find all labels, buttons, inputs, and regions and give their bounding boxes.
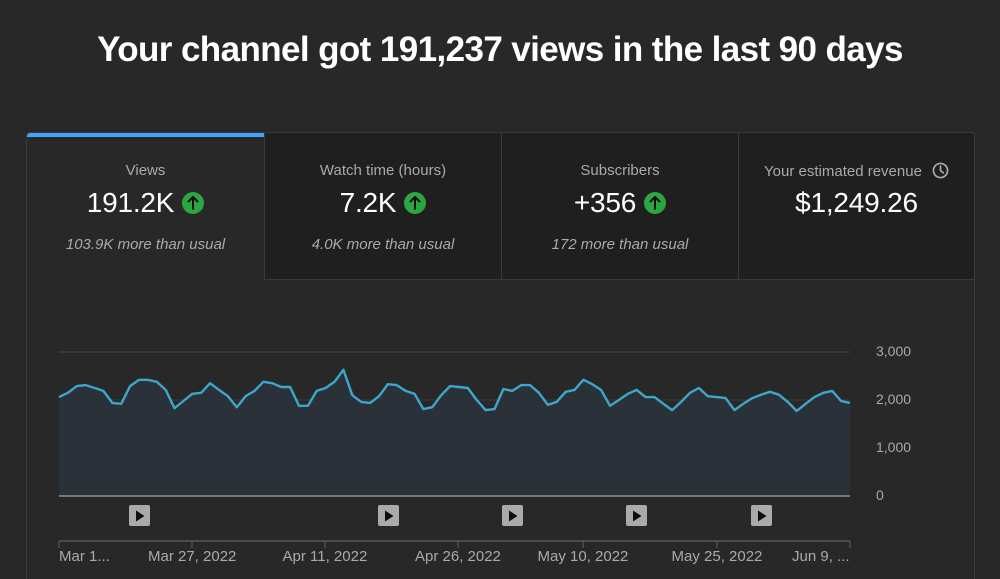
tab-views[interactable]: Views 191.2K 103.9K more than usual	[27, 133, 264, 280]
page-headline: Your channel got 191,237 views in the la…	[97, 30, 903, 69]
trend-up-icon	[182, 192, 205, 214]
play-icon	[135, 510, 144, 521]
tab-value-row: $1,249.26	[739, 187, 974, 219]
clock-icon[interactable]	[932, 162, 949, 183]
tab-subtext: 172 more than usual	[551, 236, 689, 253]
tab-value-row: 7.2K	[265, 187, 501, 219]
tab-label: Subscribers	[580, 162, 660, 179]
x-tick-label: Apr 11, 2022	[282, 548, 368, 565]
tab-value: $1,249.26	[795, 187, 918, 218]
video-marker-button[interactable]	[129, 505, 150, 526]
x-tick-label: Apr 26, 2022	[415, 548, 501, 565]
play-icon	[757, 510, 766, 521]
x-tick-label: Mar 1...	[59, 548, 110, 565]
tab-label: Watch time (hours)	[319, 162, 447, 179]
metric-tabs: Views 191.2K 103.9K more than usual Watc…	[27, 133, 974, 280]
video-marker-button[interactable]	[378, 505, 399, 526]
y-tick-label: 1,000	[876, 439, 912, 455]
trend-up-icon	[644, 192, 667, 214]
play-icon	[508, 510, 517, 521]
tab-value: 7.2K	[339, 187, 397, 218]
x-tick-label: May 25, 2022	[671, 548, 763, 565]
tab-value-row: 191.2K	[27, 187, 264, 219]
play-icon	[632, 510, 641, 521]
trend-up-icon	[404, 192, 427, 214]
y-tick-label: 0	[876, 487, 884, 503]
y-tick-label: 3,000	[876, 343, 912, 359]
tab-watch-time[interactable]: Watch time (hours) 7.2K 4.0K more than u…	[264, 133, 501, 280]
tab-estimated-revenue[interactable]: Your estimated revenue $1,249.26	[738, 133, 974, 280]
x-tick-label: May 10, 2022	[537, 548, 629, 565]
play-icon	[384, 510, 393, 521]
video-marker-button[interactable]	[626, 505, 647, 526]
video-marker-button[interactable]	[502, 505, 523, 526]
tab-value: +356	[573, 187, 637, 218]
tab-label: Views	[125, 162, 166, 179]
tab-value: 191.2K	[86, 187, 175, 218]
tab-value-row: +356	[502, 187, 738, 219]
tab-subscribers[interactable]: Subscribers +356 172 more than usual	[501, 133, 738, 280]
y-tick-label: 2,000	[876, 391, 912, 407]
tab-subtext: 4.0K more than usual	[311, 236, 455, 253]
tab-subtext: 103.9K more than usual	[65, 236, 226, 253]
metrics-card: Views 191.2K 103.9K more than usual Watc…	[26, 132, 975, 579]
video-marker-button[interactable]	[751, 505, 772, 526]
x-tick-label: Jun 9, ...	[792, 548, 850, 565]
tab-label-row: Your estimated revenue	[739, 162, 974, 183]
x-tick-label: Mar 27, 2022	[148, 548, 237, 565]
tab-label: Your estimated revenue	[764, 163, 922, 180]
